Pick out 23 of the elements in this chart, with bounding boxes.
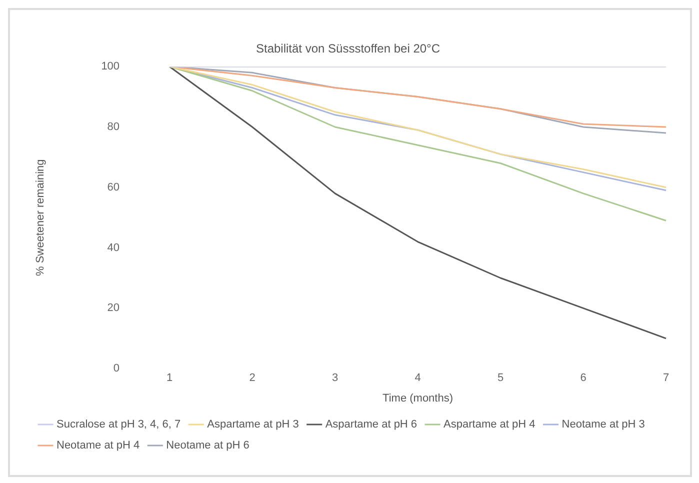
y-tick-label: 100 [101, 60, 120, 73]
legend-label: Sucralose at pH 3, 4, 6, 7 [56, 418, 181, 431]
x-tick-label: 6 [580, 372, 586, 384]
legend-label: Aspartame at pH 4 [444, 418, 536, 431]
y-axis-title: % Sweetener remaining [34, 159, 47, 276]
y-tick-label: 80 [107, 121, 120, 134]
x-tick-label: 3 [332, 372, 338, 384]
x-tick-label: 7 [662, 372, 670, 384]
y-tick-label: 0 [113, 362, 120, 375]
y-tick-label: 60 [107, 181, 120, 194]
legend-label: Neotame at pH 6 [166, 440, 250, 452]
x-tick-label: 4 [414, 372, 421, 384]
chart-title: Stabilität von Süssstoffen bei 20°C [256, 42, 440, 56]
y-tick-label: 20 [107, 302, 120, 314]
x-tick-label: 5 [497, 372, 504, 384]
legend-label: Aspartame at pH 3 [207, 418, 299, 431]
x-axis-title: Time (months) [382, 392, 454, 404]
legend-label: Neotame at pH 4 [56, 440, 140, 452]
x-tick-label: 1 [166, 372, 173, 384]
y-tick-label: 40 [107, 242, 120, 254]
x-tick-label: 2 [249, 372, 256, 384]
legend-label: Aspartame at pH 6 [325, 418, 418, 431]
legend-label: Neotame at pH 3 [562, 418, 645, 431]
